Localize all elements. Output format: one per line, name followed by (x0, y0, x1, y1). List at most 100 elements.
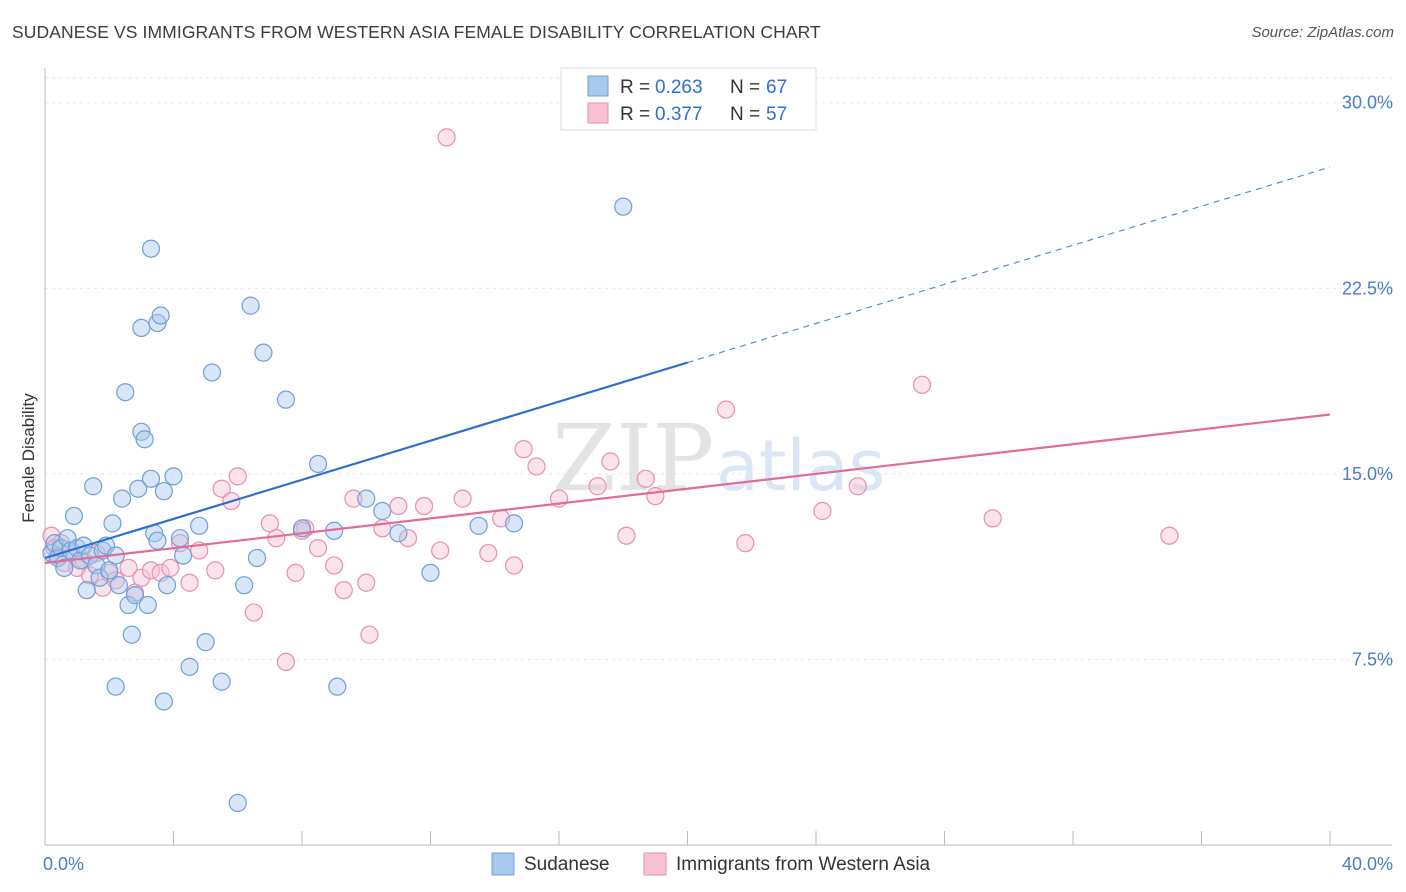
sudanese-point (504, 514, 524, 533)
sudanese-point (125, 586, 145, 605)
western-asia-point (180, 573, 199, 592)
sudanese-point (164, 467, 183, 486)
western-asia-point (453, 489, 472, 508)
western-asia-point (212, 479, 231, 498)
western-asia-point (132, 568, 151, 587)
western-asia-point (161, 558, 180, 577)
western-asia-point (848, 477, 867, 496)
sudanese-point (170, 529, 190, 548)
legend-n-label-0: N = (730, 77, 760, 98)
sudanese-point (116, 383, 135, 402)
trend-lines (44, 166, 1331, 565)
sudanese-point (154, 692, 173, 711)
legend-swatch-sudanese (587, 75, 609, 97)
western-asia-point (646, 487, 665, 506)
chart-title: SUDANESE VS IMMIGRANTS FROM WESTERN ASIA… (12, 22, 821, 42)
legend-swatch-western-asia (587, 102, 609, 124)
sudanese-point (119, 595, 138, 615)
sudanese-point (357, 489, 376, 508)
sudanese-point (254, 343, 273, 362)
western-asia-point (360, 625, 379, 644)
western-asia-point (479, 543, 498, 563)
sudanese-point (148, 531, 167, 550)
sudanese-point (190, 516, 209, 535)
sudanese-point (103, 514, 122, 533)
sudanese-point (135, 430, 154, 449)
western-asia-point (334, 581, 353, 600)
x-tick-label: 40.0% (1342, 854, 1393, 874)
bottom-legend: Sudanese Immigrants from Western Asia (491, 852, 931, 876)
sudanese-point (64, 506, 84, 526)
western-asia-point (398, 529, 418, 548)
sudanese-point (132, 318, 151, 337)
western-asia-point (716, 400, 736, 419)
western-asia-point (504, 556, 524, 575)
western-asia-point (431, 541, 450, 560)
legend-r-label-0: R = (620, 77, 650, 98)
western-asia-trend-line (44, 413, 1331, 565)
legend-r-value-0: 0.263 (655, 77, 703, 98)
western-asia-point (514, 440, 533, 459)
western-asia-point (588, 477, 607, 496)
sudanese-point (235, 576, 254, 595)
western-asia-point (344, 489, 363, 508)
y-tick-label: 30.0% (1342, 93, 1393, 113)
sudanese-point (141, 239, 161, 258)
sudanese-point (212, 672, 231, 691)
western-asia-point (736, 534, 755, 553)
western-asia-point (357, 573, 376, 592)
sudanese-point (421, 563, 440, 582)
sudanese-point (614, 197, 633, 216)
western-asia-points (42, 128, 1179, 672)
sudanese-point (241, 296, 260, 315)
sudanese-point (389, 524, 408, 543)
sudanese-point (469, 516, 488, 535)
x-tick-label: 0.0% (43, 854, 84, 874)
axes (44, 68, 1392, 846)
sudanese-point (308, 454, 328, 474)
western-asia-point (276, 652, 296, 672)
western-asia-point (119, 558, 138, 577)
sudanese-trend-line (44, 361, 688, 560)
western-asia-point (389, 496, 408, 516)
western-asia-point (414, 496, 434, 516)
western-asia-point (527, 457, 546, 476)
bottom-legend-swatch-western-asia (643, 852, 667, 876)
western-asia-point (601, 452, 620, 471)
sudanese-point (141, 469, 161, 488)
sudanese-point (202, 363, 222, 382)
sudanese-point (129, 479, 148, 498)
legend-n-value-1: 57 (766, 104, 787, 125)
sudanese-point (276, 390, 296, 409)
sudanese-point (122, 625, 141, 644)
sudanese-point (138, 595, 157, 615)
sudanese-point (151, 306, 170, 325)
western-asia-point (286, 563, 305, 582)
source-label: Source: ZipAtlas.com (1251, 24, 1394, 41)
tick-labels: 7.5% 15.0% 22.5% 30.0% 0.0% 40.0% (43, 93, 1393, 874)
sudanese-point (328, 677, 347, 696)
grid-lines (45, 77, 1392, 660)
sudanese-point (154, 482, 173, 501)
sudanese-point (55, 558, 74, 577)
western-asia-point (813, 501, 832, 521)
legend-n-label-1: N = (730, 104, 760, 125)
sudanese-point (228, 793, 247, 813)
sudanese-point (109, 576, 128, 595)
western-asia-point (308, 538, 328, 558)
sudanese-point (84, 477, 103, 496)
western-asia-point (267, 529, 286, 548)
bottom-legend-western-asia: Immigrants from Western Asia (676, 854, 931, 875)
western-asia-point (983, 509, 1002, 528)
legend-n-value-0: 67 (766, 77, 787, 98)
western-asia-point (325, 556, 344, 575)
sudanese-point (90, 568, 109, 587)
western-asia-point (244, 603, 263, 622)
sudanese-trend-extension (687, 166, 1331, 364)
western-asia-point (206, 561, 225, 580)
sudanese-point (373, 501, 392, 521)
watermark-atlas: atlas (716, 425, 885, 507)
legend: R = 0.263 N = 67 R = 0.377 N = 57 (560, 67, 817, 131)
y-tick-label: 7.5% (1352, 649, 1393, 669)
